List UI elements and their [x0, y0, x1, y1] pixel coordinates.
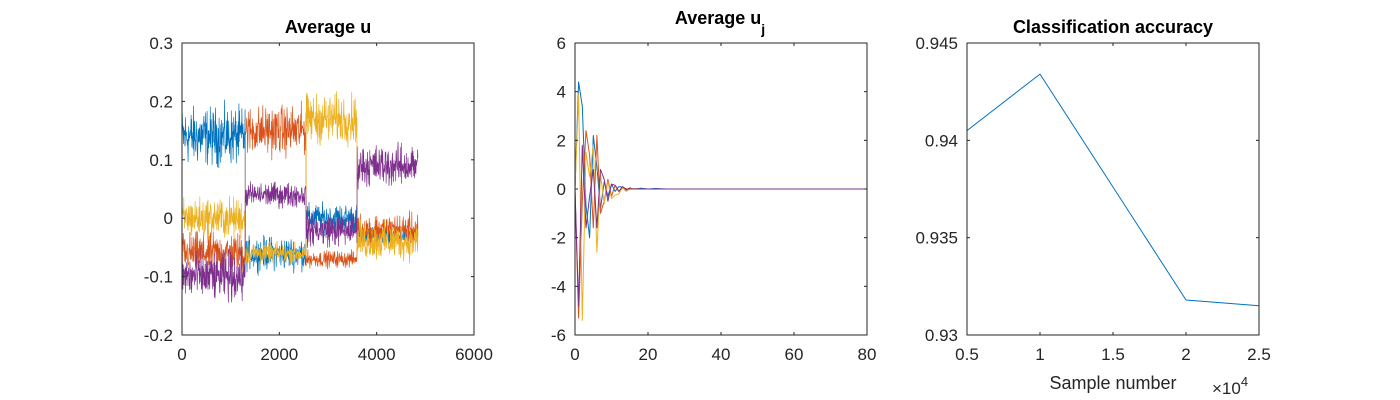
average-uj-series-4-line: [575, 144, 867, 307]
average-u-x-tick-label: 4000: [358, 345, 396, 364]
average-u-y-tick-label: 0.1: [149, 151, 173, 170]
average-uj-x-tick-label: 20: [639, 345, 658, 364]
classification-accuracy-y-tick-label: 0.94: [925, 131, 958, 150]
x-axis-exponent-power: 4: [1241, 374, 1248, 389]
average-u-y-tick-label: -0.2: [144, 326, 173, 345]
average-uj-series-1-line: [575, 81, 867, 239]
average-u-y-tick-label: 0.2: [149, 92, 173, 111]
average-uj-title: Average uj: [675, 8, 765, 37]
average-uj-title-main: Average u: [675, 8, 761, 28]
average-uj-y-tick-label: 0: [557, 180, 566, 199]
average-uj-series-3-line: [575, 93, 867, 321]
average-u-series-2-line: [182, 100, 419, 273]
average-uj-y-tick-label: -4: [551, 277, 566, 296]
average-uj-series-layer: [575, 81, 867, 321]
classification-accuracy-x-tick-label: 1: [1035, 345, 1044, 364]
average-u-x-ticks: 0 2000 4000 6000: [177, 43, 493, 364]
average-u-x-tick-label: 0: [177, 345, 186, 364]
average-uj-y-tick-label: 6: [557, 34, 566, 53]
average-uj-panel: Average uj 0 20 40 60 80 -6 -4 -2 0 2 4 6: [551, 8, 877, 364]
average-uj-y-tick-label: -6: [551, 326, 566, 345]
classification-accuracy-y-tick-label: 0.945: [915, 34, 958, 53]
classification-accuracy-y-tick-label: 0.93: [925, 326, 958, 345]
average-u-x-tick-label: 2000: [260, 345, 298, 364]
average-u-series-3-line: [182, 91, 419, 265]
average-u-x-tick-label: 6000: [455, 345, 493, 364]
average-u-series-layer: [182, 91, 419, 303]
x-axis-exponent-label: ×104: [1212, 374, 1248, 398]
average-u-series-4-line: [182, 141, 419, 303]
average-uj-y-tick-label: 4: [557, 83, 566, 102]
average-uj-y-tick-label: 2: [557, 131, 566, 150]
average-u-axes-frame: [181, 42, 475, 336]
classification-accuracy-axes-frame: [966, 42, 1260, 336]
average-uj-x-tick-label: 60: [785, 345, 804, 364]
classification-accuracy-panel: Classification accuracy 0.5 1 1.5 2 2.5 0.93…: [915, 17, 1270, 398]
classification-accuracy-series-1-line: [967, 73, 1259, 307]
average-u-y-tick-label: 0.3: [149, 34, 173, 53]
classification-accuracy-title: Classification accuracy: [1013, 17, 1213, 37]
classification-accuracy-x-tick-label: 1.5: [1101, 345, 1125, 364]
average-u-y-tick-label: -0.1: [144, 268, 173, 287]
x-axis-exponent-base: ×10: [1212, 379, 1241, 398]
average-u-y-tick-label: 0: [164, 209, 173, 228]
classification-accuracy-x-tick-label: 2.5: [1247, 345, 1271, 364]
average-uj-x-tick-label: 0: [570, 345, 579, 364]
average-u-title: Average u: [285, 17, 371, 37]
classification-accuracy-y-tick-label: 0.935: [915, 229, 958, 248]
average-uj-x-tick-label: 80: [858, 345, 877, 364]
classification-accuracy-x-axis-label: Sample number: [1049, 373, 1176, 393]
classification-accuracy-y-ticks: 0.93 0.935 0.94 0.945: [915, 34, 1259, 345]
classification-accuracy-x-tick-label: 0.5: [955, 345, 979, 364]
average-uj-y-tick-label: -2: [551, 229, 566, 248]
average-uj-x-ticks: 0 20 40 60 80: [570, 43, 876, 364]
classification-accuracy-series-layer: [967, 73, 1259, 307]
classification-accuracy-x-ticks: 0.5 1 1.5 2 2.5: [955, 43, 1271, 364]
average-uj-series-2-line: [575, 130, 867, 319]
average-uj-title-subscript: j: [760, 21, 765, 37]
average-uj-y-ticks: -6 -4 -2 0 2 4 6: [551, 34, 867, 345]
average-u-y-ticks: -0.2 -0.1 0 0.1 0.2 0.3: [144, 34, 474, 345]
average-u-panel: Average u 0 2000 4000 6000 -0.2-0.100.10.20…: [144, 17, 493, 364]
classification-accuracy-x-tick-label: 2: [1181, 345, 1190, 364]
average-uj-x-tick-label: 40: [712, 345, 731, 364]
